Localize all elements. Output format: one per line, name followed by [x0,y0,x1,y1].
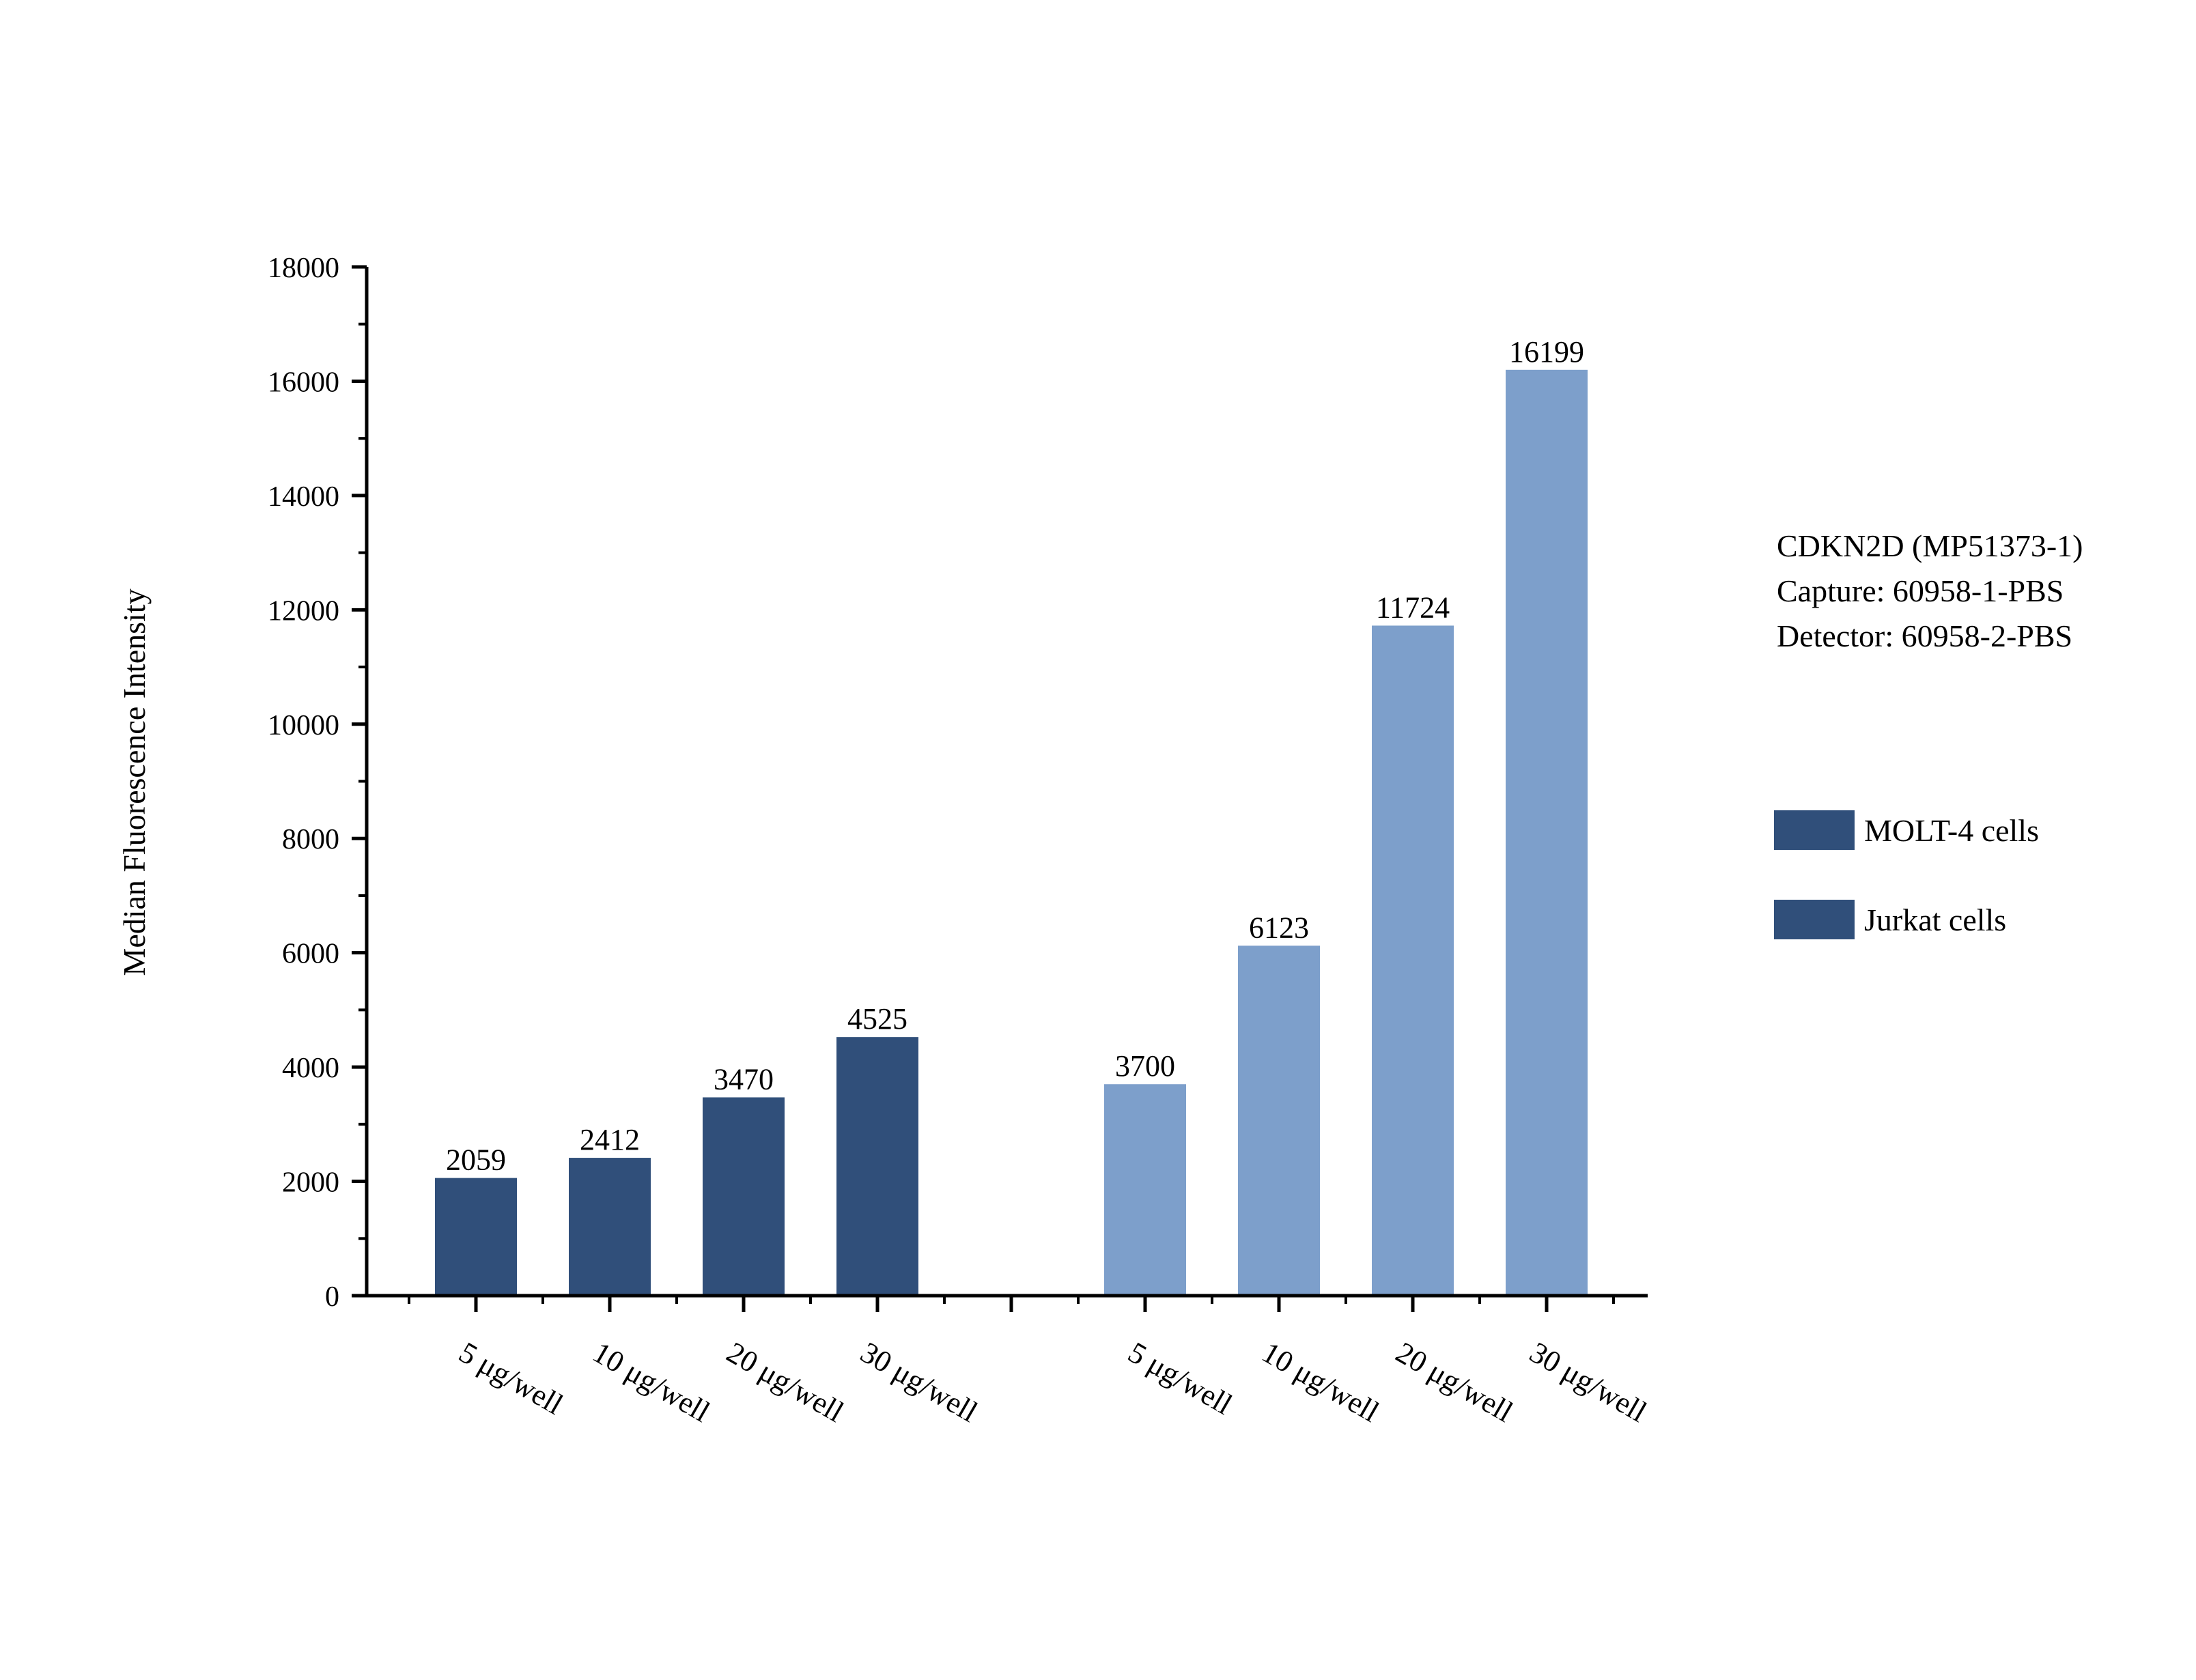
x-ticks-layer [408,1296,1615,1312]
x-category-label: 20 μg/well [1390,1335,1519,1429]
x-category-label: 5 μg/well [1123,1335,1238,1421]
bar-value-label: 3470 [714,1062,774,1096]
bar [435,1178,517,1296]
x-category-label: 20 μg/well [721,1335,849,1429]
bar [569,1158,651,1296]
bar [703,1097,785,1296]
legend-label-jurkat: Jurkat cells [1864,902,2006,937]
x-category-label: 5 μg/well [453,1335,569,1421]
y-tick-label: 14000 [268,481,339,513]
x-category-label: 30 μg/well [1524,1335,1652,1429]
y-tick-label: 12000 [268,595,339,627]
bar-value-label: 3700 [1115,1049,1175,1083]
x-category-label: 30 μg/well [855,1335,983,1429]
bar [1104,1084,1186,1296]
y-tick-label: 4000 [282,1053,339,1084]
y-tick-label: 16000 [268,367,339,398]
annotation: CDKN2D (MP51373-1) Capture: 60958-1-PBS … [1777,528,2083,653]
category-labels-layer: 5 μg/well 10 μg/well 20 μg/well 30 μg/well 5… [453,1335,1652,1429]
annotation-line-2: Capture: 60958-1-PBS [1777,573,2064,608]
legend-label-molt4: MOLT-4 cells [1864,813,2039,848]
y-axis-title: Median Fluorescence Intensity [117,588,152,976]
bar-value-label: 6123 [1249,911,1309,944]
y-tick-label: 8000 [282,824,339,855]
annotation-line-1: CDKN2D (MP51373-1) [1777,528,2083,563]
bar [1372,625,1454,1296]
bar-value-label: 2412 [580,1123,640,1156]
bar-value-label: 4525 [847,1002,907,1036]
axes-layer [365,267,1648,1298]
y-tick-label: 10000 [268,710,339,741]
legend-swatch-jurkat [1774,900,1855,939]
bar [1238,945,1320,1296]
bar [836,1037,918,1296]
annotation-line-3: Detector: 60958-2-PBS [1777,618,2072,653]
x-category-label: 10 μg/well [587,1335,716,1429]
y-tick-label: 0 [325,1281,339,1313]
bar-value-label: 2059 [446,1143,506,1177]
bar-value-label: 16199 [1509,335,1584,369]
y-ticks-layer: 0 2000 4000 6000 8000 10000 12000 14000 16000 180… [268,253,367,1313]
legend-swatch-molt4 [1774,810,1855,850]
y-tick-label: 18000 [268,253,339,284]
bar [1506,369,1588,1296]
bars-layer [435,369,1588,1296]
y-tick-label: 2000 [282,1167,339,1199]
data-labels-layer: 2059 2412 3470 4525 3700 6123 11724 16199 [446,335,1584,1177]
legend: MOLT-4 cells Jurkat cells [1774,810,2039,939]
bar-value-label: 11724 [1376,590,1450,624]
y-tick-label: 6000 [282,939,339,970]
x-category-label: 10 μg/well [1256,1335,1385,1429]
